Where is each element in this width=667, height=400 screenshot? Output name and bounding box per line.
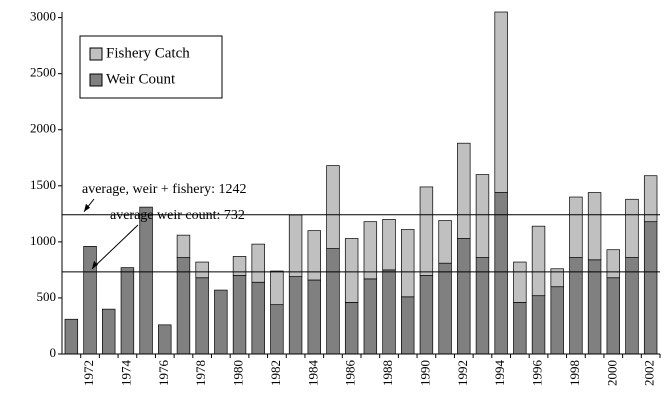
bar-segment — [438, 220, 452, 264]
y-tick-label: 2500 — [30, 65, 56, 80]
bar-segment — [531, 295, 546, 355]
bar-segment — [214, 289, 228, 355]
bar-segment — [363, 221, 378, 280]
x-tick-label: 1980 — [231, 360, 246, 386]
y-tick-label: 500 — [37, 289, 57, 304]
x-tick-label: 1978 — [193, 360, 208, 386]
annotation: average weir count: 732 — [110, 208, 245, 223]
x-tick-label: 1998 — [567, 360, 582, 386]
bar-segment — [251, 281, 265, 355]
bar-segment — [139, 206, 153, 355]
bar-segment — [102, 308, 116, 355]
bar-segment — [438, 262, 452, 355]
bar-segment — [307, 230, 321, 281]
bar-segment — [419, 186, 434, 276]
bar-segment — [457, 142, 471, 239]
bar-segment — [344, 238, 359, 303]
x-tick-label: 2000 — [604, 360, 619, 386]
bar-segment — [326, 165, 340, 249]
x-tick-label: 2002 — [642, 360, 657, 386]
bar-segment — [326, 248, 340, 355]
bar-segment — [531, 225, 546, 297]
bar-segment — [457, 238, 471, 355]
x-tick-label: 1974 — [118, 360, 133, 387]
bar-segment — [550, 286, 564, 355]
bar-segment — [475, 174, 490, 258]
bar-segment — [195, 261, 209, 279]
bar-segment — [195, 277, 209, 355]
legend-label: Fishery Catch — [106, 45, 190, 61]
bar-segment — [158, 324, 172, 355]
bar-segment — [251, 243, 265, 283]
bar-segment — [513, 261, 527, 303]
x-tick-label: 1992 — [455, 360, 470, 386]
bar-segment — [606, 249, 620, 279]
x-tick-label: 1982 — [268, 360, 283, 386]
bar-segment — [288, 214, 303, 277]
bar-segment — [270, 304, 284, 355]
x-tick-label: 1986 — [343, 360, 358, 387]
bar-segment — [419, 275, 434, 355]
bar-segment — [587, 192, 602, 261]
y-tick-label: 1000 — [30, 233, 56, 248]
bar-segment — [606, 277, 620, 355]
y-tick-label: 3000 — [30, 9, 56, 24]
bar-segment — [120, 267, 135, 355]
legend-swatch — [89, 47, 103, 61]
bar-segment — [64, 318, 79, 355]
bar-segment — [232, 256, 247, 276]
annotation: average, weir + fishery: 1242 — [82, 182, 247, 197]
y-tick-label: 2000 — [30, 121, 56, 136]
x-tick-label: 1994 — [492, 360, 507, 387]
legend-swatch — [89, 73, 103, 87]
bar-segment — [307, 279, 321, 355]
bar-segment — [587, 259, 602, 355]
arrow-head — [92, 260, 98, 269]
bar-segment — [344, 302, 359, 355]
bar-segment — [513, 302, 527, 355]
bar-segment — [550, 268, 564, 288]
annotation-arrow — [91, 224, 139, 270]
bar-segment — [494, 192, 508, 355]
bar-segment — [494, 11, 508, 193]
bar-segment — [625, 198, 639, 258]
y-tick-label: 1500 — [30, 177, 56, 192]
bar-segment — [401, 296, 415, 355]
y-tick-label: 0 — [50, 345, 57, 360]
x-tick-label: 1984 — [305, 360, 320, 387]
x-tick-label: 1990 — [417, 360, 432, 386]
bar-segment — [288, 276, 303, 355]
bar-segment — [401, 229, 415, 298]
bar-segment — [363, 278, 378, 355]
x-tick-label: 1996 — [530, 360, 545, 387]
x-tick-label: 1972 — [81, 360, 96, 386]
legend-label: Weir Count — [106, 71, 176, 87]
bar-segment — [176, 234, 191, 258]
bar-segment — [382, 269, 396, 355]
bar-segment — [270, 270, 284, 306]
bar-segment — [643, 175, 658, 223]
bar-segment — [569, 196, 583, 258]
x-tick-label: 1988 — [380, 360, 395, 386]
bar-segment — [232, 275, 247, 355]
arrow-head — [84, 203, 90, 212]
bar-segment — [382, 219, 396, 271]
x-tick-label: 1976 — [156, 360, 171, 387]
bar-segment — [643, 221, 658, 355]
legend-box — [79, 35, 223, 99]
